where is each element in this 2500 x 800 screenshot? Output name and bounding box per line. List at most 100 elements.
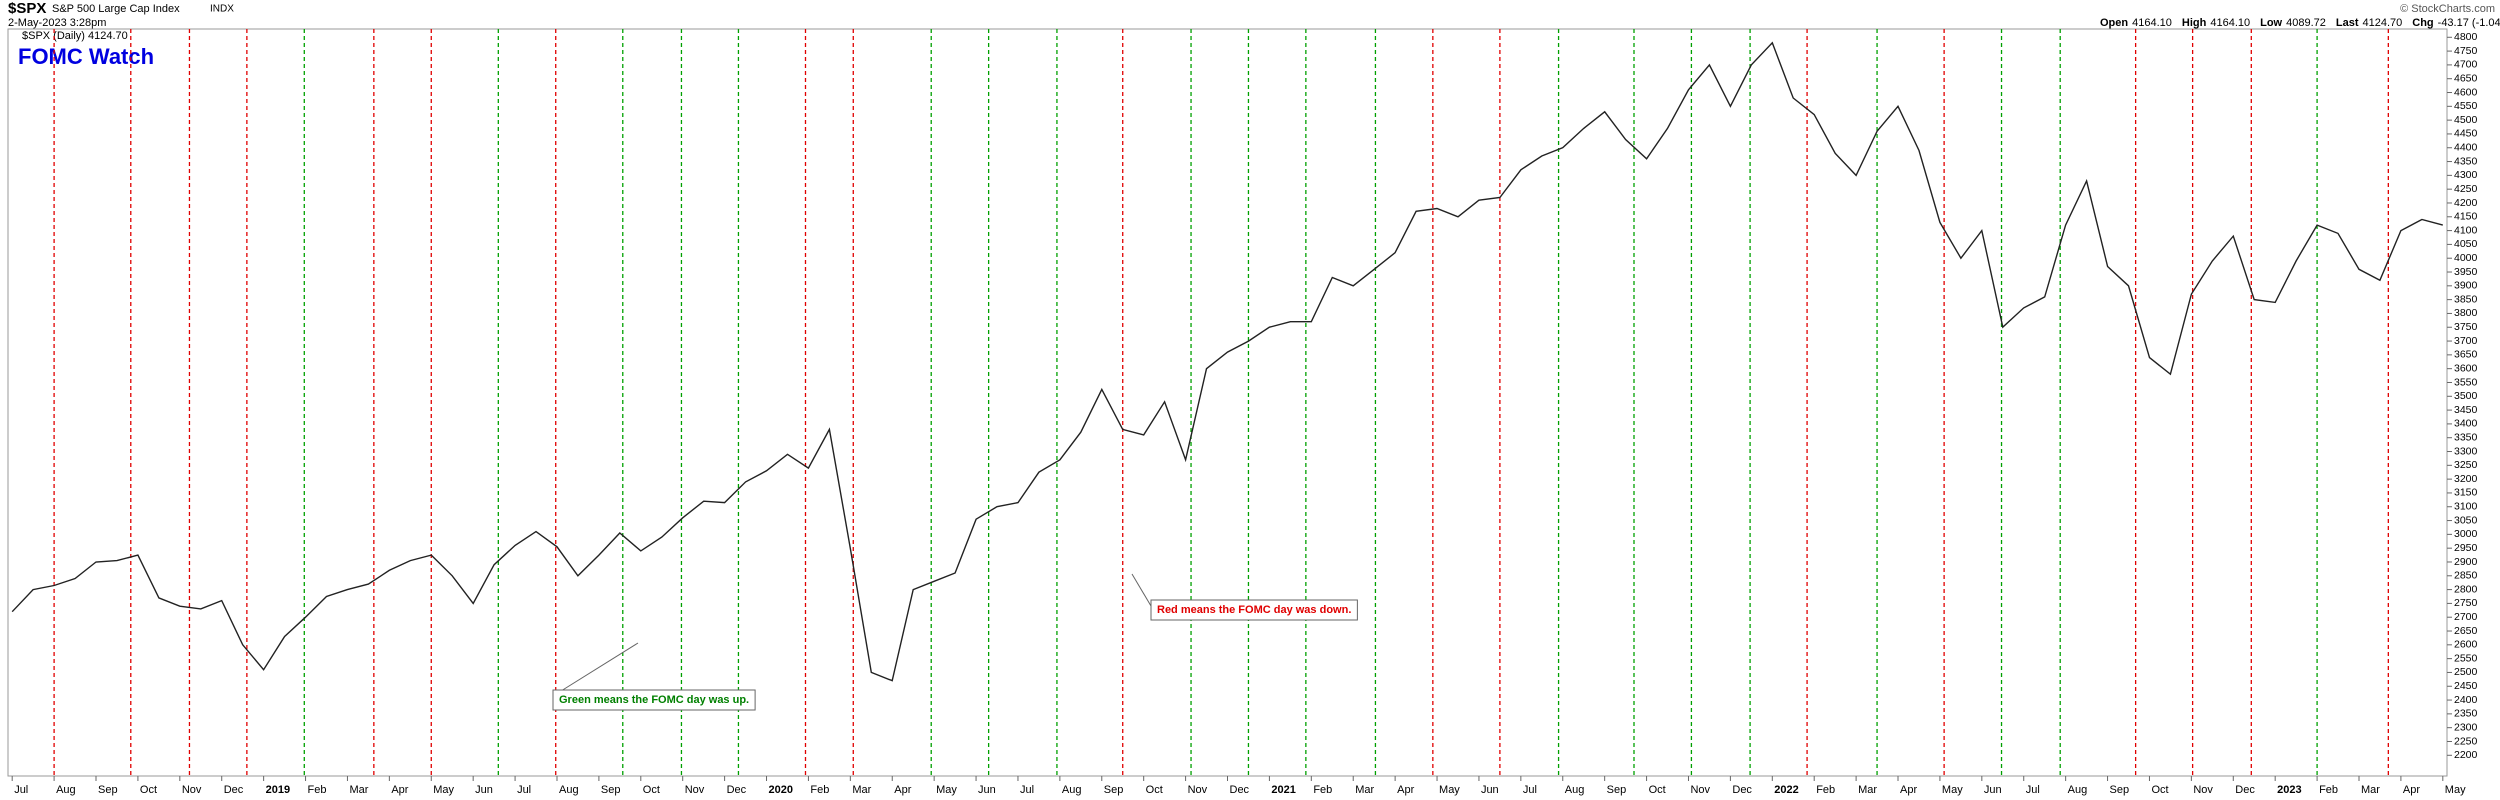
y-tick-label: 2250 (2454, 735, 2478, 747)
y-tick-label: 4350 (2454, 155, 2478, 167)
x-tick-label: Oct (1649, 784, 1666, 796)
y-tick-label: 3850 (2454, 293, 2478, 305)
x-tick-label: May (433, 784, 454, 796)
x-tick-label: May (2445, 784, 2466, 796)
annotation-text: Green means the FOMC day was up. (559, 694, 749, 706)
x-tick-label: Mar (852, 784, 871, 796)
x-tick-label: Dec (1230, 784, 1250, 796)
y-tick-label: 2400 (2454, 694, 2478, 706)
x-tick-label: 2021 (1271, 784, 1295, 796)
y-tick-label: 4450 (2454, 128, 2478, 140)
legend: $SPX (Daily) 4124.70 (22, 30, 128, 42)
exchange: INDX (210, 4, 234, 15)
x-tick-label: Apr (1397, 784, 1414, 796)
x-tick-label: Apr (894, 784, 911, 796)
x-tick-label: Feb (810, 784, 829, 796)
price-line (11, 41, 2443, 682)
y-tick-label: 2500 (2454, 666, 2478, 678)
y-tick-label: 4050 (2454, 238, 2478, 250)
quote-value: 4164.10 (2132, 17, 2172, 29)
x-tick-label: Jun (475, 784, 493, 796)
y-tick-label: 4000 (2454, 252, 2478, 264)
y-tick-label: 3350 (2454, 431, 2478, 443)
y-tick-label: 2350 (2454, 708, 2478, 720)
y-tick-label: 3300 (2454, 445, 2478, 457)
symbol: $SPX (8, 0, 46, 17)
x-tick-label: Nov (1188, 784, 1208, 796)
y-tick-label: 4700 (2454, 59, 2478, 71)
y-tick-label: 2200 (2454, 749, 2478, 761)
y-tick-label: 2750 (2454, 597, 2478, 609)
y-tick-label: 4500 (2454, 114, 2478, 126)
x-tick-label: Feb (2319, 784, 2338, 796)
x-tick-label: Jul (517, 784, 531, 796)
y-tick-label: 4400 (2454, 142, 2478, 154)
x-tick-label: Aug (56, 784, 76, 796)
y-tick-label: 3400 (2454, 418, 2478, 430)
x-tick-label: Apr (1900, 784, 1917, 796)
y-tick-label: 4600 (2454, 86, 2478, 98)
x-tick-label: Aug (1062, 784, 1082, 796)
x-tick-label: Nov (182, 784, 202, 796)
annotation-box (1150, 599, 1358, 621)
annotation: Red means the FOMC day was down. (1131, 573, 1358, 621)
y-tick-label: 4800 (2454, 31, 2478, 43)
x-tick-label: 2019 (266, 784, 290, 796)
annotation: Green means the FOMC day was up. (552, 642, 756, 711)
x-tick-label: Dec (224, 784, 244, 796)
x-tick-label: Nov (685, 784, 705, 796)
x-tick-label: Aug (559, 784, 579, 796)
y-tick-label: 3800 (2454, 307, 2478, 319)
y-tick-label: 3650 (2454, 349, 2478, 361)
x-tick-label: Jun (978, 784, 996, 796)
y-tick-label: 4650 (2454, 72, 2478, 84)
y-tick-label: 4750 (2454, 45, 2478, 57)
x-tick-label: Nov (1690, 784, 1710, 796)
x-tick-label: Apr (391, 784, 408, 796)
y-tick-label: 2700 (2454, 611, 2478, 623)
x-tick-label: Jul (1523, 784, 1537, 796)
y-tick-label: 3150 (2454, 487, 2478, 499)
y-tick-label: 4150 (2454, 211, 2478, 223)
y-tick-label: 3750 (2454, 321, 2478, 333)
y-tick-label: 4300 (2454, 169, 2478, 181)
x-tick-label: Feb (308, 784, 327, 796)
x-tick-label: Mar (2361, 784, 2380, 796)
x-tick-label: Sep (2110, 784, 2130, 796)
x-tick-label: Oct (643, 784, 660, 796)
quote-label: Low (2260, 17, 2282, 29)
x-tick-label: Nov (2193, 784, 2213, 796)
x-tick-label: Mar (349, 784, 368, 796)
x-tick-label: Sep (1104, 784, 1124, 796)
y-tick-label: 3900 (2454, 280, 2478, 292)
x-tick-label: Jul (2026, 784, 2040, 796)
quote-label: High (2182, 17, 2207, 29)
y-tick-label: 3000 (2454, 528, 2478, 540)
y-tick-label: 4200 (2454, 197, 2478, 209)
x-tick-label: 2023 (2277, 784, 2301, 796)
x-tick-label: May (1439, 784, 1460, 796)
quote-value: 4089.72 (2286, 17, 2326, 29)
x-tick-label: Sep (98, 784, 118, 796)
x-tick-label: Sep (1607, 784, 1627, 796)
x-tick-label: Feb (1816, 784, 1835, 796)
y-tick-label: 2450 (2454, 680, 2478, 692)
x-tick-label: Jul (1020, 784, 1034, 796)
annotation-box (552, 689, 756, 711)
x-tick-label: Feb (1313, 784, 1332, 796)
quote-label: Chg (2412, 17, 2433, 29)
annotation-text: Red means the FOMC day was down. (1157, 604, 1351, 616)
annotation-pointer (552, 642, 639, 697)
quote-value: -43.17 (-1.04%) (2438, 17, 2500, 29)
x-tick-label: Dec (1732, 784, 1752, 796)
y-tick-label: 3500 (2454, 390, 2478, 402)
y-tick-label: 4550 (2454, 100, 2478, 112)
y-tick-label: 3550 (2454, 376, 2478, 388)
x-tick-label: Jun (1481, 784, 1499, 796)
x-tick-label: Aug (1565, 784, 1585, 796)
annotation-pointer (1131, 573, 1152, 607)
x-tick-label: Mar (1858, 784, 1877, 796)
y-tick-label: 4250 (2454, 183, 2478, 195)
quote-value: 4124.70 (2363, 17, 2403, 29)
